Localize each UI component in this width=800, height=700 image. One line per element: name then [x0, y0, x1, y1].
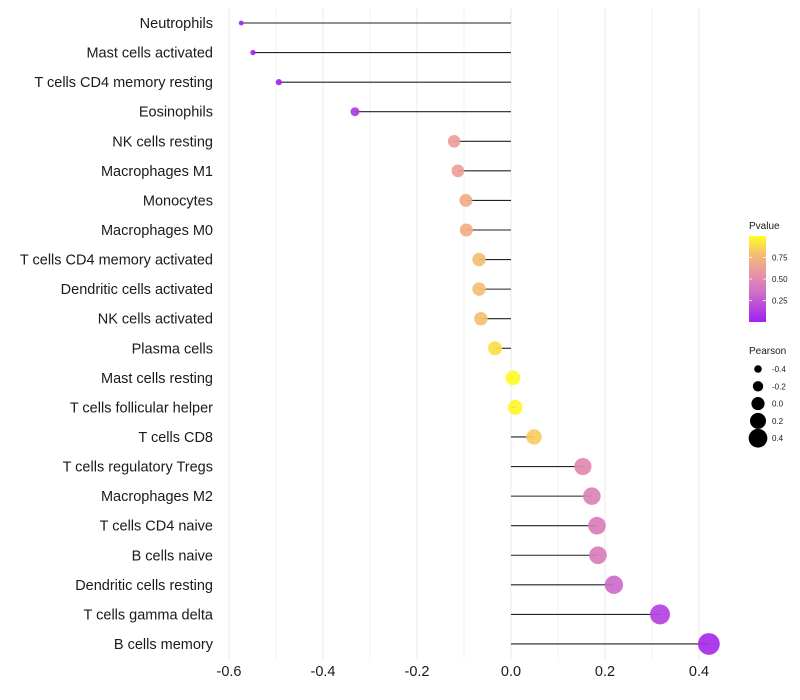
lollipop-18 — [511, 546, 607, 565]
y-tick-label: Dendritic cells resting — [75, 578, 213, 594]
lollipop-point — [589, 546, 607, 565]
y-tick-label: T cells CD8 — [138, 430, 213, 446]
size-legend-label: 0.2 — [772, 417, 784, 426]
lollipop-11 — [488, 341, 511, 356]
y-axis-labels: Neutrophils Mast cells activated T cells C… — [20, 16, 214, 653]
lollipop-point — [488, 341, 503, 356]
colorbar-tick-label: 0.50 — [772, 275, 788, 284]
y-tick-label: NK cells resting — [112, 134, 213, 150]
lollipop-3 — [350, 107, 511, 117]
lollipop-point — [459, 193, 473, 207]
y-tick-label: B cells naive — [132, 548, 213, 564]
y-tick-label: T cells regulatory Tregs — [63, 460, 213, 476]
size-legend-dot — [754, 365, 762, 373]
lollipop-point — [472, 252, 486, 267]
y-tick-label: Macrophages M0 — [101, 223, 213, 239]
size-legend-label: 0.4 — [772, 434, 784, 443]
lollipop-1 — [250, 49, 511, 56]
pvalue-legend: Pvalue 0.25 0.50 0.75 — [749, 221, 788, 322]
lollipop-point — [588, 516, 606, 535]
lollipop-2 — [275, 79, 511, 86]
size-legend-dot — [751, 397, 765, 411]
lollipop-19 — [511, 575, 624, 594]
lollipop-9 — [472, 282, 511, 296]
lollipop-13 — [507, 400, 523, 415]
lollipop-0 — [238, 20, 511, 26]
pvalue-colorbar — [749, 236, 766, 322]
lollipop-point — [507, 400, 523, 415]
size-legend-dot — [748, 428, 768, 448]
lollipop-point — [505, 370, 521, 386]
colorbar-tick-label: 0.75 — [772, 254, 788, 263]
x-tick-label: -0.4 — [311, 664, 336, 680]
lollipop-point — [250, 49, 256, 56]
size-legend-dot — [752, 381, 764, 392]
size-legend-label: -0.4 — [772, 365, 786, 374]
x-tick-label: -0.2 — [405, 664, 430, 680]
size-legend-label: 0.0 — [772, 400, 784, 409]
lollipop-8 — [472, 252, 511, 267]
y-tick-label: NK cells activated — [98, 312, 213, 328]
lollipop-15 — [511, 457, 592, 476]
lollipop-point — [526, 429, 542, 445]
lollipop-6 — [459, 193, 511, 207]
lollipop-16 — [511, 487, 601, 505]
y-tick-label: Macrophages M2 — [101, 489, 213, 505]
y-tick-label: T cells CD4 memory resting — [34, 75, 213, 91]
lollipop-point — [238, 20, 244, 26]
lollipop-5 — [451, 164, 511, 178]
y-tick-label: T cells follicular helper — [70, 400, 213, 416]
lollipop-point — [472, 282, 486, 296]
lollipop-point — [451, 164, 465, 178]
lollipop-point — [583, 487, 601, 505]
lollipop-10 — [474, 311, 511, 326]
y-tick-label: T cells CD4 naive — [100, 519, 213, 535]
lollipop-point — [474, 311, 488, 326]
y-tick-label: Plasma cells — [132, 341, 213, 357]
y-tick-label: Mast cells activated — [86, 46, 213, 62]
lollipop-point — [350, 107, 360, 117]
size-legend-label: -0.2 — [772, 382, 786, 391]
lollipop-20 — [511, 604, 670, 625]
colorbar-tick-label: 0.25 — [772, 297, 788, 306]
lollipop-point — [574, 457, 592, 476]
y-tick-label: Neutrophils — [140, 16, 213, 32]
y-tick-label: Eosinophils — [139, 105, 213, 121]
y-tick-label: Macrophages M1 — [101, 164, 213, 180]
grid-lines — [228, 8, 700, 660]
x-tick-label: 0.2 — [595, 664, 615, 680]
pvalue-legend-title: Pvalue — [749, 221, 780, 232]
y-tick-label: T cells gamma delta — [84, 607, 214, 623]
lollipop-point — [649, 604, 670, 625]
lollipop-21 — [511, 633, 720, 655]
lollipop-point — [697, 633, 720, 655]
x-tick-label: 0.4 — [689, 664, 709, 680]
lollipop-marks — [238, 20, 720, 655]
x-tick-label: 0.0 — [501, 664, 521, 680]
lollipop-14 — [511, 429, 542, 445]
lollipop-4 — [447, 135, 511, 148]
lollipop-point — [447, 135, 461, 148]
pearson-legend: Pearson -0.4 -0.2 0.0 0.2 0.4 — [748, 346, 786, 448]
lollipop-12 — [505, 370, 521, 386]
y-tick-label: B cells memory — [114, 637, 214, 653]
size-legend-dot — [750, 412, 766, 429]
lollipop-point — [604, 575, 624, 594]
lollipop-17 — [511, 516, 606, 535]
y-tick-label: Dendritic cells activated — [61, 282, 213, 298]
lollipop-7 — [459, 223, 511, 237]
x-tick-label: -0.6 — [217, 664, 242, 680]
lollipop-point — [275, 79, 282, 86]
y-tick-label: Mast cells resting — [101, 371, 213, 387]
y-tick-label: Monocytes — [143, 193, 213, 209]
y-tick-label: T cells CD4 memory activated — [20, 253, 213, 269]
pearson-legend-title: Pearson — [749, 346, 786, 357]
x-axis-ticks: -0.6 -0.4 -0.2 0.0 0.2 0.4 — [217, 664, 710, 680]
lollipop-point — [459, 223, 473, 237]
